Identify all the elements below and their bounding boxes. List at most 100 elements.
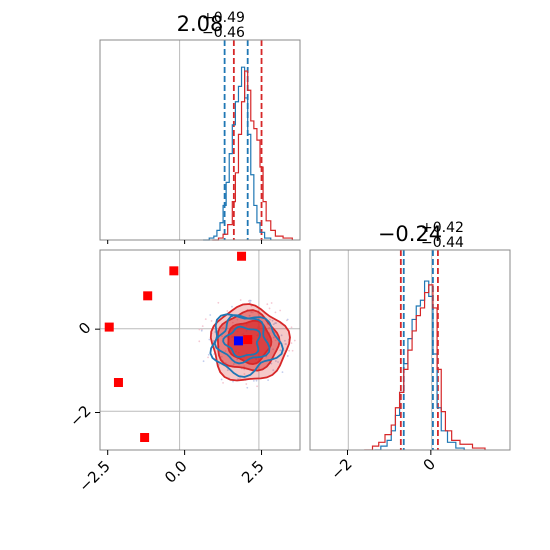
sample-point xyxy=(272,348,275,351)
sample-point xyxy=(288,349,291,352)
sample-point xyxy=(269,318,271,321)
sample-point xyxy=(236,318,239,321)
sample-point xyxy=(249,299,252,302)
sample-point xyxy=(247,300,250,302)
sample-point xyxy=(198,340,201,343)
sample-point xyxy=(250,311,253,314)
sample-point xyxy=(232,380,234,383)
hist2-frame xyxy=(309,249,511,451)
sample-point xyxy=(212,340,215,342)
sample-point xyxy=(239,299,242,301)
x-tick-label: −2.5 xyxy=(75,457,113,495)
sample-point xyxy=(236,358,239,361)
sample-point xyxy=(270,302,273,304)
sample-point xyxy=(217,301,220,304)
sample-point xyxy=(208,338,211,341)
x-tick-label: 0.0 xyxy=(161,457,191,487)
red-square-marker xyxy=(140,433,150,442)
sample-point xyxy=(226,369,229,372)
markers xyxy=(104,251,253,442)
title-param1-plus: +0.49 xyxy=(202,10,245,26)
sample-point xyxy=(293,339,296,342)
sample-point xyxy=(274,339,277,342)
red-square-marker xyxy=(113,378,123,387)
blue-square-marker xyxy=(233,336,243,346)
joint-y-ticks: 0 −2 xyxy=(66,319,100,430)
sample-point xyxy=(245,383,248,385)
sample-point xyxy=(266,303,269,306)
histogram-param2: −0.24 +0.42 −0.44 −2 0 xyxy=(309,220,511,483)
sample-point xyxy=(283,339,286,342)
sample-point xyxy=(198,328,201,331)
red-square-marker xyxy=(104,322,114,332)
red-square-marker xyxy=(169,266,179,276)
sample-point xyxy=(246,386,249,389)
title-param2-value: −0.24 xyxy=(378,222,442,246)
sample-point xyxy=(201,325,204,328)
blue-contour-level xyxy=(222,325,262,358)
sample-point xyxy=(279,349,282,352)
sample-point xyxy=(256,385,258,388)
x-tick-label: 2.5 xyxy=(238,457,268,487)
hist2-x-ticks: −2 0 xyxy=(327,450,439,483)
sample-point xyxy=(243,373,246,375)
title-param2-minus: −0.44 xyxy=(421,235,464,251)
sample-point xyxy=(243,365,246,368)
hist2-blue-series xyxy=(374,280,465,450)
sample-point xyxy=(267,379,270,382)
sample-point xyxy=(249,301,251,304)
sample-point xyxy=(270,362,273,365)
sample-point xyxy=(290,342,293,345)
sample-point xyxy=(279,309,282,312)
sample-point xyxy=(200,329,203,332)
hist2-red-series xyxy=(364,284,486,450)
blue-contours xyxy=(209,313,284,378)
sample-point xyxy=(210,320,213,322)
sample-point xyxy=(221,326,224,329)
title-param1-minus: −0.46 xyxy=(202,25,245,41)
sample-point xyxy=(252,379,255,382)
sample-point xyxy=(220,355,223,358)
sample-point xyxy=(251,311,254,314)
red-square-marker xyxy=(243,335,253,345)
sample-point xyxy=(207,353,210,356)
y-tick-label: 0 xyxy=(75,319,94,338)
title-param1-value: 2.08 xyxy=(177,12,224,36)
sample-point xyxy=(231,305,233,308)
sample-point xyxy=(272,369,275,372)
hist1-frame xyxy=(99,39,301,241)
sample-point xyxy=(248,314,251,317)
joint-density-panel: −2.5 0.0 2.5 0 −2 xyxy=(66,249,301,496)
y-tick-label: −2 xyxy=(66,402,94,430)
sample-point xyxy=(224,350,227,352)
sample-point xyxy=(274,311,277,314)
joint-frame xyxy=(99,249,301,451)
sample-point xyxy=(239,377,241,379)
hist1-blue-series xyxy=(203,66,272,241)
sample-point xyxy=(268,326,271,329)
title-param2: −0.24 xyxy=(378,222,442,246)
sample-point xyxy=(204,318,207,321)
sample-point xyxy=(207,356,209,359)
hist2-tick-label: −2 xyxy=(327,455,355,483)
red-square-marker xyxy=(237,251,247,261)
sample-point xyxy=(231,321,234,324)
blue-contour-level xyxy=(209,313,284,378)
sample-point xyxy=(291,349,294,352)
sample-point xyxy=(274,322,276,325)
hist1-steps xyxy=(203,66,293,241)
sample-point xyxy=(286,355,289,357)
sample-point xyxy=(255,379,258,382)
sample-point xyxy=(268,307,271,310)
hist2-steps xyxy=(364,280,486,450)
sample-point xyxy=(286,318,289,321)
sample-point xyxy=(271,319,274,322)
sample-point xyxy=(232,363,235,365)
blue-contour-level xyxy=(213,314,271,365)
sample-point xyxy=(272,336,275,339)
sample-point xyxy=(272,323,275,326)
red-square-marker xyxy=(143,291,153,301)
sample-point xyxy=(222,382,224,384)
hist1-red-series xyxy=(212,70,293,241)
